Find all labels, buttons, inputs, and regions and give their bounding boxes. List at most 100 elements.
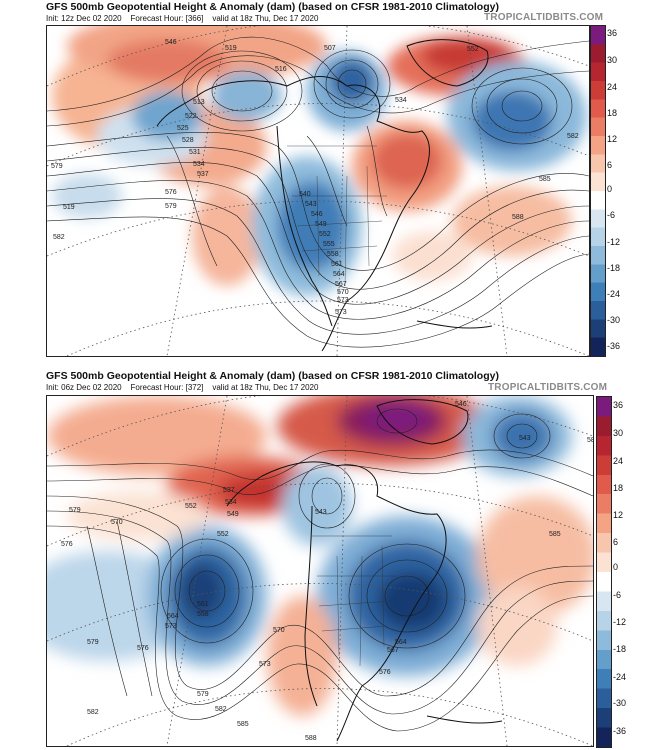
contour-label: 543 <box>519 435 531 442</box>
contour-label: 585 <box>549 531 561 538</box>
contour-label: 582 <box>567 133 579 140</box>
forecast-panel-bottom: GFS 500mb Geopotential Height & Anomaly … <box>0 368 663 750</box>
contour-label: 570 <box>111 519 123 526</box>
colorbar-tick: -24 <box>607 289 621 299</box>
contour-label: 573 <box>337 297 349 304</box>
panel-title: GFS 500mb Geopotential Height & Anomaly … <box>46 1 499 13</box>
colorbar-tick: -18 <box>613 644 627 654</box>
forecast-panel-top: GFS 500mb Geopotential Height & Anomaly … <box>0 0 663 362</box>
contour-label: 552 <box>185 503 197 510</box>
contour-label: 507 <box>324 45 336 52</box>
contour-label: 525 <box>177 125 189 132</box>
contour-label: 561 <box>197 601 209 608</box>
colorbar-tick: -6 <box>607 210 616 220</box>
anomaly-shading <box>47 396 593 716</box>
contour-label: 540 <box>299 191 311 198</box>
contour-label: 519 <box>225 45 237 52</box>
colorbar-tick: 30 <box>607 55 618 65</box>
contour-label: 585 <box>539 176 551 183</box>
contour-label: 588 <box>512 214 524 221</box>
contour-label: 543 <box>315 509 327 516</box>
colorbar-tick: 18 <box>613 483 624 493</box>
contour-label: 564 <box>333 271 345 278</box>
map-canvas: 546 519 516 507 513 522 525 528 531 534 … <box>47 26 589 356</box>
colorbar-tick: 12 <box>613 510 624 520</box>
contour-label: 546 <box>311 211 323 218</box>
forecast-hour: Forecast Hour: [366] <box>130 14 204 23</box>
contour-label: 555 <box>323 241 335 248</box>
valid-time: valid at 18z Thu, Dec 17 2020 <box>212 14 319 23</box>
colorbar-tick: 6 <box>613 537 619 547</box>
height-contours <box>47 408 593 732</box>
contour-labels: 546 543 537 534 552 549 576 570 579 579 … <box>61 401 593 742</box>
contour-label: 552 <box>217 531 229 538</box>
anomaly-colorbar <box>596 396 612 748</box>
forecast-hour: Forecast Hour: [372] <box>130 383 204 392</box>
map-canvas: 546 543 537 534 552 549 576 570 579 579 … <box>47 396 593 746</box>
height-anomaly-map: 546 519 516 507 513 522 525 528 531 534 … <box>46 25 590 357</box>
contour-label: 522 <box>185 113 197 120</box>
contour-label: 579 <box>87 639 99 646</box>
contour-label: 546 <box>165 39 177 46</box>
contour-label: 528 <box>182 137 194 144</box>
colorbar-tick: 30 <box>613 428 624 438</box>
contour-label: 519 <box>63 204 75 211</box>
contour-label: 576 <box>379 669 391 676</box>
contour-label: 558 <box>327 251 339 258</box>
graticule <box>47 26 589 356</box>
colorbar-gradient <box>591 26 605 356</box>
contour-label: 537 <box>223 487 235 494</box>
contour-label: 516 <box>275 66 287 73</box>
contour-label: 576 <box>61 541 73 548</box>
colorbar-tick: -12 <box>613 617 627 627</box>
colorbar-tick: -12 <box>607 237 621 247</box>
contour-label: 579 <box>51 163 63 170</box>
contour-label: 582 <box>87 709 99 716</box>
contour-label: 534 <box>395 97 407 104</box>
panel-title: GFS 500mb Geopotential Height & Anomaly … <box>46 370 499 382</box>
colorbar-tick: -36 <box>613 726 627 736</box>
colorbar-tick: 24 <box>607 82 618 92</box>
brand-watermark: TROPICALTIDBITS.COM <box>484 12 604 23</box>
anomaly-colorbar <box>590 25 606 357</box>
contour-label: 579 <box>69 507 81 514</box>
colorbar-tick: -30 <box>613 698 627 708</box>
contour-label: 534 <box>225 499 237 506</box>
valid-time: valid at 18z Thu, Dec 17 2020 <box>212 383 319 392</box>
contour-label: 513 <box>193 99 205 106</box>
contour-label: 570 <box>337 289 349 296</box>
contour-label: 552 <box>467 46 479 53</box>
colorbar-tick: -24 <box>613 672 627 682</box>
contour-label: 546 <box>455 401 467 408</box>
contour-label: 585 <box>237 721 249 728</box>
contour-label: 573 <box>165 623 177 630</box>
contour-label: 576 <box>165 189 177 196</box>
panel-run-info: Init: 12z Dec 02 2020 Forecast Hour: [36… <box>46 14 318 23</box>
contour-label: 534 <box>193 161 205 168</box>
contour-label: 561 <box>331 261 343 268</box>
contour-label: 576 <box>137 645 149 652</box>
graticule <box>47 396 593 746</box>
contour-labels: 546 519 516 507 513 522 525 528 531 534 … <box>51 39 579 316</box>
colorbar-tick: -36 <box>607 341 621 351</box>
coastlines <box>226 399 503 742</box>
contour-label: 579 <box>165 203 177 210</box>
contour-label: 567 <box>387 647 399 654</box>
colorbar-tick: 36 <box>607 28 618 38</box>
brand-watermark: TROPICALTIDBITS.COM <box>488 382 608 393</box>
colorbar-tick: -30 <box>607 315 621 325</box>
contour-label: 570 <box>273 627 285 634</box>
init-time: Init: 12z Dec 02 2020 <box>46 14 122 23</box>
political-borders <box>287 145 387 287</box>
contour-label: 543 <box>305 201 317 208</box>
height-contours <box>47 36 589 348</box>
height-anomaly-map: 546 543 537 534 552 549 576 570 579 579 … <box>46 395 594 747</box>
contour-label: 573 <box>335 309 347 316</box>
contour-label: 573 <box>259 661 271 668</box>
colorbar-tick: 0 <box>613 562 619 572</box>
colorbar-tick: 24 <box>613 456 624 466</box>
contour-label: 582 <box>215 706 227 713</box>
colorbar-tick: -18 <box>607 263 621 273</box>
coastlines <box>156 39 493 352</box>
contour-label: 537 <box>197 171 209 178</box>
